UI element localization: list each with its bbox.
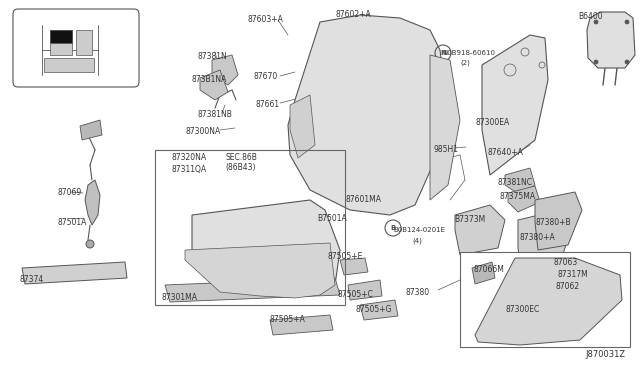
- Polygon shape: [200, 70, 228, 100]
- Polygon shape: [508, 186, 540, 212]
- Text: 87505+C: 87505+C: [337, 290, 373, 299]
- Polygon shape: [535, 192, 582, 250]
- Text: 87301MA: 87301MA: [162, 293, 198, 302]
- Polygon shape: [76, 30, 92, 55]
- Polygon shape: [192, 200, 340, 295]
- Text: 87381NC: 87381NC: [498, 178, 533, 187]
- Text: B0B124-0201E: B0B124-0201E: [393, 227, 445, 233]
- Text: SEC.86B: SEC.86B: [225, 153, 257, 162]
- Polygon shape: [185, 243, 335, 298]
- Text: 87066M: 87066M: [473, 265, 504, 274]
- Text: 87661: 87661: [255, 100, 279, 109]
- Text: 985H1: 985H1: [434, 145, 459, 154]
- Circle shape: [594, 60, 598, 64]
- Text: B: B: [390, 225, 396, 231]
- Text: 873B1NA: 873B1NA: [192, 75, 227, 84]
- Text: B7373M: B7373M: [454, 215, 485, 224]
- Text: 87300EC: 87300EC: [505, 305, 540, 314]
- Circle shape: [625, 20, 629, 24]
- Text: 87670: 87670: [253, 72, 277, 81]
- Text: 87505+G: 87505+G: [356, 305, 392, 314]
- Text: 87381NB: 87381NB: [197, 110, 232, 119]
- Text: 87300EA: 87300EA: [476, 118, 510, 127]
- Text: (2): (2): [460, 60, 470, 67]
- Text: 87317M: 87317M: [557, 270, 588, 279]
- Polygon shape: [505, 168, 535, 195]
- Polygon shape: [288, 15, 445, 215]
- Polygon shape: [518, 210, 570, 278]
- Polygon shape: [85, 180, 100, 225]
- Text: 87063: 87063: [554, 258, 579, 267]
- Polygon shape: [80, 120, 102, 140]
- Polygon shape: [472, 262, 495, 284]
- Polygon shape: [482, 35, 548, 175]
- Text: 87375MA: 87375MA: [500, 192, 536, 201]
- Text: J870031Z: J870031Z: [585, 350, 625, 359]
- Polygon shape: [165, 278, 340, 302]
- Text: 87311QA: 87311QA: [172, 165, 207, 174]
- Polygon shape: [290, 95, 315, 158]
- Text: 87603+A: 87603+A: [248, 15, 284, 24]
- Polygon shape: [475, 258, 622, 345]
- Polygon shape: [212, 55, 238, 85]
- Text: 87062: 87062: [555, 282, 579, 291]
- Text: 87640+A: 87640+A: [488, 148, 524, 157]
- Text: 87381N: 87381N: [197, 52, 227, 61]
- Polygon shape: [348, 280, 382, 300]
- Text: N0B918-60610: N0B918-60610: [442, 50, 495, 56]
- Circle shape: [86, 240, 94, 248]
- Polygon shape: [360, 300, 398, 320]
- Text: (86B43): (86B43): [225, 163, 255, 172]
- Polygon shape: [587, 12, 635, 68]
- Circle shape: [625, 60, 629, 64]
- Polygon shape: [430, 55, 460, 200]
- Polygon shape: [50, 30, 72, 43]
- Text: 87300NA: 87300NA: [186, 127, 221, 136]
- Bar: [460, 252, 630, 347]
- Text: 87380: 87380: [405, 288, 429, 297]
- Text: 87320NA: 87320NA: [172, 153, 207, 162]
- Polygon shape: [22, 262, 127, 284]
- Text: 87501A: 87501A: [58, 218, 88, 227]
- Text: (4): (4): [412, 237, 422, 244]
- Text: N: N: [440, 50, 446, 56]
- Text: B7501A: B7501A: [317, 214, 347, 223]
- Text: 87380+B: 87380+B: [536, 218, 572, 227]
- Text: 87505+A: 87505+A: [269, 315, 305, 324]
- Text: 87380+A: 87380+A: [520, 233, 556, 242]
- Polygon shape: [270, 315, 333, 335]
- Text: 87505+E: 87505+E: [327, 252, 362, 261]
- Text: B6400: B6400: [578, 12, 603, 21]
- Text: 87374: 87374: [20, 275, 44, 284]
- Polygon shape: [340, 258, 368, 275]
- Circle shape: [594, 20, 598, 24]
- Text: 87602+A: 87602+A: [336, 10, 372, 19]
- Polygon shape: [44, 58, 94, 72]
- Polygon shape: [455, 205, 505, 255]
- Text: 87069: 87069: [58, 188, 83, 197]
- Polygon shape: [50, 30, 72, 55]
- Bar: [155, 150, 345, 305]
- Text: 87601MA: 87601MA: [345, 195, 381, 204]
- FancyBboxPatch shape: [13, 9, 139, 87]
